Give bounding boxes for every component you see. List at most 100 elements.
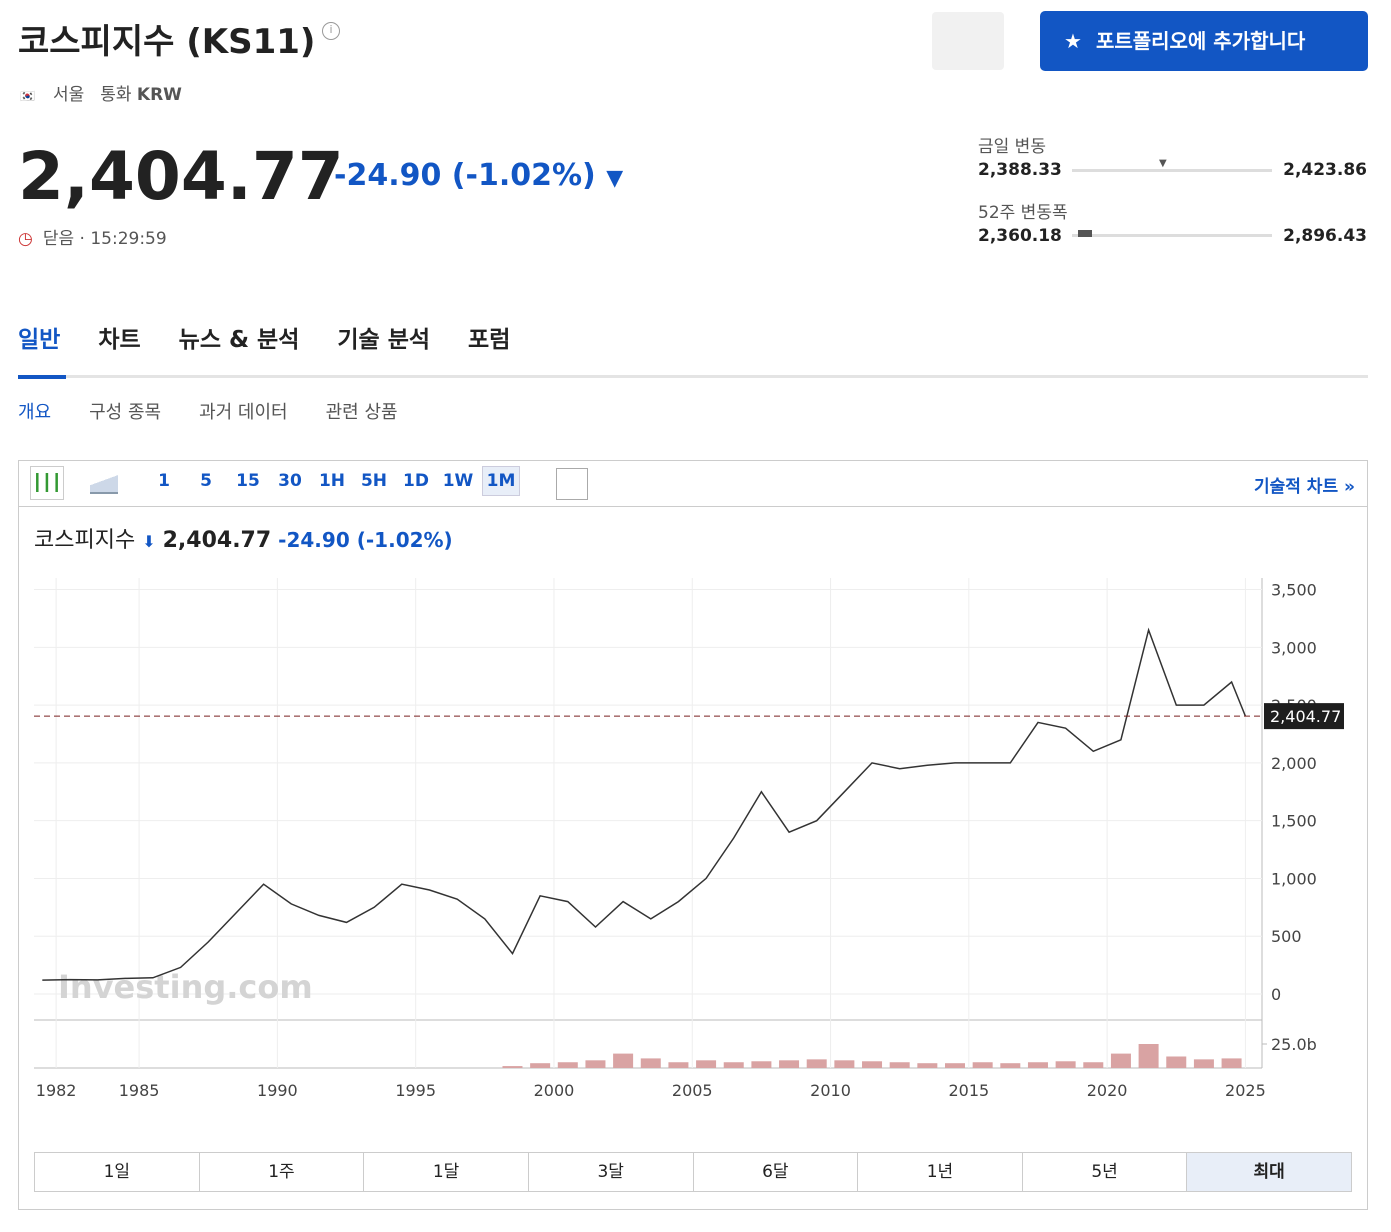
volume-bar	[1110, 1053, 1131, 1068]
volume-bar	[862, 1061, 883, 1068]
last-price-box	[1264, 703, 1344, 730]
tab[interactable]: 기술 분석	[337, 327, 431, 353]
y-tick-label: 500	[1271, 927, 1302, 946]
volume-bar	[1138, 1044, 1159, 1068]
subtab[interactable]: 개요	[18, 402, 52, 423]
volume-bar	[1000, 1063, 1021, 1068]
week52-high: 2,896.43	[1283, 226, 1367, 246]
chart-change-pct: (-1.02%)	[356, 528, 453, 552]
price: 2,404.77	[18, 138, 344, 215]
x-tick-label: 1990	[257, 1081, 298, 1100]
interval[interactable]: 1M	[482, 466, 520, 496]
volume-bar	[779, 1060, 800, 1068]
status-text: 닫음 · 15:29:59	[42, 229, 167, 249]
volume-bar	[1193, 1059, 1214, 1068]
week52-low: 2,360.18	[978, 226, 1062, 246]
range-button[interactable]: 1달	[364, 1153, 529, 1191]
volume-bar	[1166, 1056, 1187, 1068]
volume-bar	[585, 1060, 606, 1068]
interval[interactable]: 1D	[403, 471, 429, 491]
volume-bar	[1055, 1061, 1076, 1068]
interval[interactable]: 30	[278, 471, 302, 491]
volume-bar	[530, 1063, 551, 1068]
chart-change: -24.90	[278, 528, 350, 552]
volume-bar	[751, 1061, 772, 1068]
tab[interactable]: 뉴스 & 분석	[178, 327, 300, 353]
subtab[interactable]: 관련 상품	[325, 402, 398, 423]
portfolio-label: 포트폴리오에 추가합니다	[1095, 29, 1306, 53]
tab[interactable]: 차트	[98, 327, 141, 353]
volume-bar	[502, 1066, 523, 1068]
chart-frame	[18, 460, 1368, 1210]
chart-name: 코스피지수	[34, 528, 136, 553]
technical-link[interactable]: 기술적 차트 »	[1253, 477, 1355, 497]
subtab[interactable]: 구성 종목	[89, 402, 162, 423]
range-buttons: 1일 1주 1달 3달 6달 1년 5년 최대	[34, 1152, 1352, 1192]
range-button[interactable]: 1일	[35, 1153, 200, 1191]
interval[interactable]: 5H	[360, 471, 388, 491]
x-tick-label: 2000	[534, 1081, 575, 1100]
tab-indicator	[18, 375, 66, 379]
x-tick-label: 1982	[36, 1081, 77, 1100]
range-button[interactable]: 최대	[1187, 1153, 1351, 1191]
info-icon[interactable]: i	[322, 22, 340, 40]
currency: KRW	[136, 85, 182, 105]
interval[interactable]: 1W	[442, 471, 474, 491]
interval[interactable]: 15	[236, 471, 260, 491]
volume-bar	[640, 1058, 661, 1068]
day-high: 2,423.86	[1283, 160, 1367, 180]
change-value: -24.90	[334, 158, 442, 193]
x-tick-label: 1985	[119, 1081, 160, 1100]
tab[interactable]: 일반	[18, 327, 61, 353]
area-icon[interactable]	[90, 474, 118, 494]
interval[interactable]: 5	[200, 471, 212, 491]
layout-icon[interactable]	[556, 468, 588, 500]
day-range-label: 금일 변동	[978, 137, 1046, 157]
day-marker: ▼	[1159, 158, 1167, 169]
y-tick-label: 1,000	[1271, 869, 1317, 888]
range-button[interactable]: 6달	[694, 1153, 859, 1191]
range-button[interactable]: 3달	[529, 1153, 694, 1191]
x-tick-label: 2025	[1225, 1081, 1266, 1100]
chart-header: 코스피지수 ⬇ 2,404.77 -24.90 (-1.02%)	[34, 528, 453, 553]
toolbar-rule	[19, 506, 1367, 507]
volume-bar	[806, 1059, 827, 1068]
alert-button[interactable]	[932, 12, 1004, 70]
volume-bar	[917, 1063, 938, 1068]
week52-bar	[1072, 234, 1272, 237]
range-button[interactable]: 1년	[858, 1153, 1023, 1191]
subtab[interactable]: 과거 데이터	[199, 402, 288, 423]
volume-bar	[723, 1062, 744, 1068]
volume-bar	[557, 1062, 578, 1068]
x-tick-label: 2010	[810, 1081, 851, 1100]
portfolio-button[interactable]: ★ 포트폴리오에 추가합니다	[1040, 11, 1368, 71]
day-low: 2,388.33	[978, 160, 1062, 180]
y-tick-label: 1,500	[1271, 812, 1317, 831]
volume-bar	[972, 1062, 993, 1068]
volume-bar	[945, 1063, 965, 1068]
tab[interactable]: 포럼	[468, 327, 511, 353]
volume-bar	[834, 1060, 855, 1068]
candle-icon[interactable]: ┃┃┃	[30, 466, 64, 500]
intervals: 1 5 15 30 1H 5H 1D 1W 1M	[146, 466, 526, 496]
interval[interactable]: 1H	[318, 471, 346, 491]
volume-bar	[613, 1053, 634, 1068]
price-line	[42, 627, 1247, 981]
change-pct: (-1.02%)	[451, 158, 596, 193]
week52-marker	[1078, 230, 1092, 237]
title: 코스피지수 (KS11)	[18, 22, 316, 62]
exchange: 서울	[52, 85, 85, 105]
range-button[interactable]: 1주	[200, 1153, 365, 1191]
y-tick-label: 2,000	[1271, 754, 1317, 773]
volume-bar	[1027, 1062, 1048, 1068]
x-tick-label: 1995	[395, 1081, 436, 1100]
last-price-label: 2,404.77	[1270, 707, 1341, 726]
interval[interactable]: 1	[158, 471, 170, 491]
range-button[interactable]: 5년	[1023, 1153, 1188, 1191]
x-tick-label: 2005	[672, 1081, 713, 1100]
volume-tick-label: 25.0b	[1271, 1035, 1317, 1054]
tab-rule	[18, 375, 1368, 378]
